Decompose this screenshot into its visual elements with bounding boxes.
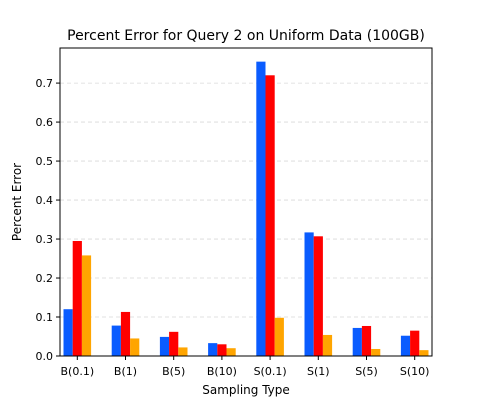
x-tick-label: B(1) [114, 365, 137, 378]
bar-S(5)-series1 [352, 327, 362, 356]
x-axis-label: Sampling Type [202, 383, 290, 397]
y-tick-label: 0.5 [36, 155, 54, 168]
bar-B(10)-series1 [208, 343, 218, 356]
bar-S(1)-series2 [313, 236, 323, 356]
x-tick-label: B(5) [162, 365, 185, 378]
y-tick-label: 0.3 [36, 233, 54, 246]
y-axis-ticks: 0.0 0.1 0.2 0.3 0.4 0.5 0.6 0.7 [36, 77, 60, 363]
x-tick-label: S(0.1) [254, 365, 287, 378]
bar-S(10)-series1 [400, 335, 411, 356]
y-tick-label: 0.6 [36, 116, 54, 129]
bar-B(1)-series1 [111, 325, 121, 356]
bar-B(0.1)-series2 [72, 240, 82, 356]
bar-B(5)-series3 [178, 347, 188, 356]
bar-B(5)-series2 [169, 331, 179, 356]
x-axis-ticks: B(0.1) B(1) B(5) B(10) S(0.1) S(1) S(5) S(10) [60, 356, 429, 378]
bar-S(10)-series2 [410, 330, 420, 356]
bar-S(0.1)-series2 [265, 75, 275, 356]
chart-title: Percent Error for Query 2 on Uniform Dat… [67, 28, 425, 44]
bar-B(5)-series1 [159, 336, 170, 356]
bar-S(5)-series3 [371, 348, 381, 356]
plot-frame [59, 47, 433, 357]
bar-B(0.1)-series1 [63, 309, 73, 356]
bar-S(0.1)-series3 [274, 317, 284, 356]
x-tick-label: S(5) [355, 365, 378, 378]
x-tick-label: B(0.1) [60, 365, 94, 378]
y-tick-label: 0.2 [36, 272, 54, 285]
bar-S(0.1)-series1 [256, 61, 266, 356]
y-tick-label: 0.1 [36, 311, 54, 324]
x-tick-label: S(1) [307, 365, 330, 378]
bar-B(10)-series3 [226, 348, 236, 356]
gridlines [60, 82, 432, 357]
bars [63, 61, 429, 356]
x-tick-label: S(10) [400, 365, 430, 378]
bar-B(0.1)-series3 [81, 255, 92, 356]
y-tick-label: 0.4 [36, 194, 54, 207]
y-tick-label: 0.7 [36, 77, 54, 90]
y-tick-label: 0.0 [36, 350, 54, 363]
bar-B(1)-series2 [120, 311, 131, 356]
bar-S(1)-series1 [304, 232, 314, 356]
bar-B(10)-series2 [217, 344, 227, 356]
y-axis-label: Percent Error [10, 163, 24, 241]
bar-S(10)-series3 [419, 350, 429, 356]
bar-B(1)-series3 [130, 338, 140, 356]
bar-S(5)-series2 [361, 325, 372, 356]
bar-S(1)-series3 [322, 334, 333, 356]
x-tick-label: B(10) [207, 365, 237, 378]
